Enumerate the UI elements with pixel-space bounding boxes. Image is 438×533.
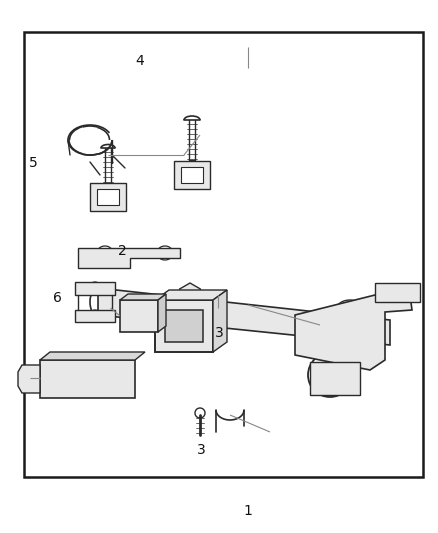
Text: 5: 5: [28, 156, 37, 169]
Polygon shape: [295, 295, 412, 370]
Polygon shape: [75, 310, 115, 322]
Polygon shape: [18, 365, 40, 393]
Polygon shape: [213, 290, 227, 352]
Bar: [165, 310, 203, 342]
Polygon shape: [155, 290, 227, 300]
Text: 4: 4: [136, 54, 145, 68]
Polygon shape: [75, 282, 115, 295]
Polygon shape: [310, 362, 360, 395]
Bar: [120, 300, 158, 332]
Text: 3: 3: [197, 443, 206, 457]
Bar: [174, 161, 210, 189]
Text: 1: 1: [243, 504, 252, 518]
Polygon shape: [180, 283, 201, 307]
Polygon shape: [180, 304, 200, 326]
Text: 6: 6: [53, 292, 61, 305]
Polygon shape: [78, 248, 180, 268]
Bar: [181, 167, 203, 183]
Text: 3: 3: [215, 326, 223, 340]
Bar: [97, 189, 119, 205]
Polygon shape: [375, 283, 420, 302]
Bar: [24, 32, 423, 477]
Bar: [155, 300, 213, 352]
Polygon shape: [158, 294, 166, 332]
Text: 2: 2: [118, 244, 127, 257]
Polygon shape: [40, 360, 135, 398]
Polygon shape: [40, 352, 145, 360]
Bar: [90, 183, 126, 211]
Polygon shape: [120, 294, 166, 300]
Polygon shape: [98, 288, 390, 345]
